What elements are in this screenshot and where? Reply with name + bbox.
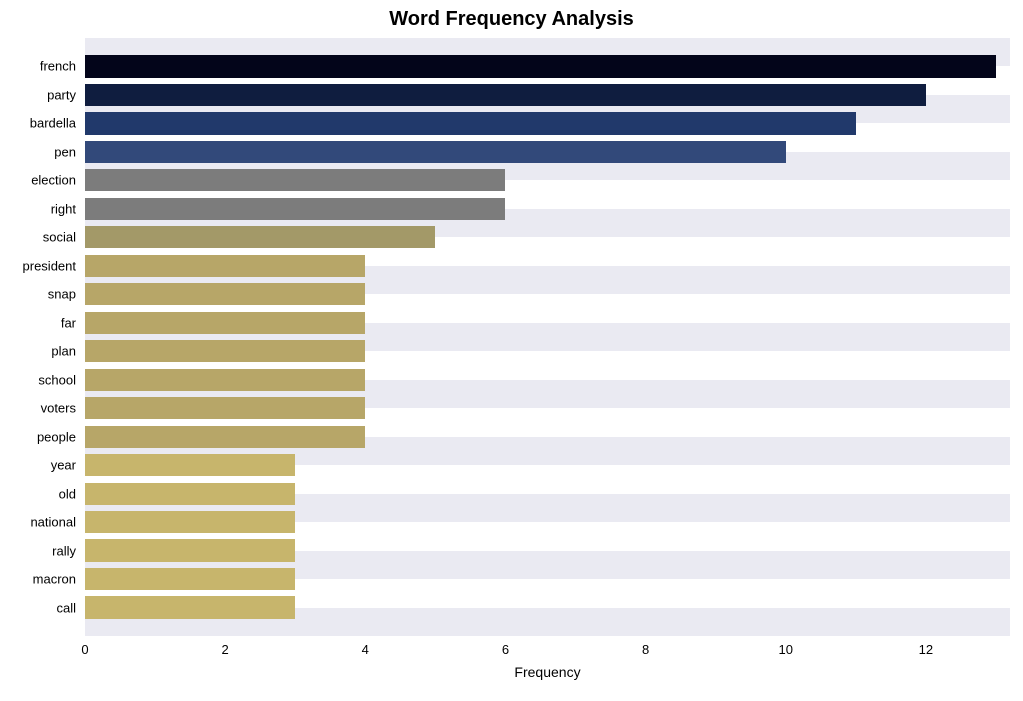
y-tick-label: plan	[51, 344, 76, 359]
bar	[85, 483, 295, 505]
bar	[85, 568, 295, 590]
y-tick-label: snap	[48, 287, 76, 302]
bar	[85, 369, 365, 391]
bar	[85, 596, 295, 618]
x-axis: Frequency 024681012	[85, 636, 1010, 686]
y-tick-label: macron	[33, 572, 76, 587]
y-tick-label: school	[38, 372, 76, 387]
x-tick-label: 10	[779, 642, 793, 657]
bar	[85, 454, 295, 476]
y-tick-label: election	[31, 173, 76, 188]
chart-container: Word Frequency Analysis french party barde…	[0, 0, 1023, 701]
y-axis-labels: french party bardella pen election right socia…	[0, 38, 80, 636]
bar	[85, 198, 505, 220]
x-axis-label: Frequency	[514, 664, 580, 680]
bar	[85, 283, 365, 305]
x-tick-label: 2	[222, 642, 229, 657]
chart-title: Word Frequency Analysis	[0, 8, 1023, 31]
y-tick-label: bardella	[30, 116, 76, 131]
y-tick-label: right	[51, 201, 76, 216]
plot-area	[85, 38, 1010, 636]
bar	[85, 141, 786, 163]
y-tick-label: pen	[54, 144, 76, 159]
bar	[85, 55, 996, 77]
bar	[85, 312, 365, 334]
bar	[85, 255, 365, 277]
bar	[85, 84, 926, 106]
x-tick-label: 8	[642, 642, 649, 657]
bar	[85, 397, 365, 419]
y-tick-label: president	[23, 258, 76, 273]
y-tick-label: rally	[52, 543, 76, 558]
x-tick-label: 0	[81, 642, 88, 657]
bar	[85, 226, 435, 248]
bar	[85, 426, 365, 448]
y-tick-label: call	[56, 600, 76, 615]
y-tick-label: national	[30, 515, 76, 530]
y-tick-label: social	[43, 230, 76, 245]
x-tick-label: 12	[919, 642, 933, 657]
x-tick-label: 4	[362, 642, 369, 657]
y-tick-label: people	[37, 429, 76, 444]
bar	[85, 340, 365, 362]
bar	[85, 539, 295, 561]
y-tick-label: old	[59, 486, 76, 501]
bar	[85, 112, 856, 134]
y-tick-label: voters	[41, 401, 76, 416]
y-tick-label: far	[61, 315, 76, 330]
y-tick-label: year	[51, 458, 76, 473]
y-tick-label: party	[47, 87, 76, 102]
x-tick-label: 6	[502, 642, 509, 657]
y-tick-label: french	[40, 59, 76, 74]
bar	[85, 169, 505, 191]
bar	[85, 511, 295, 533]
